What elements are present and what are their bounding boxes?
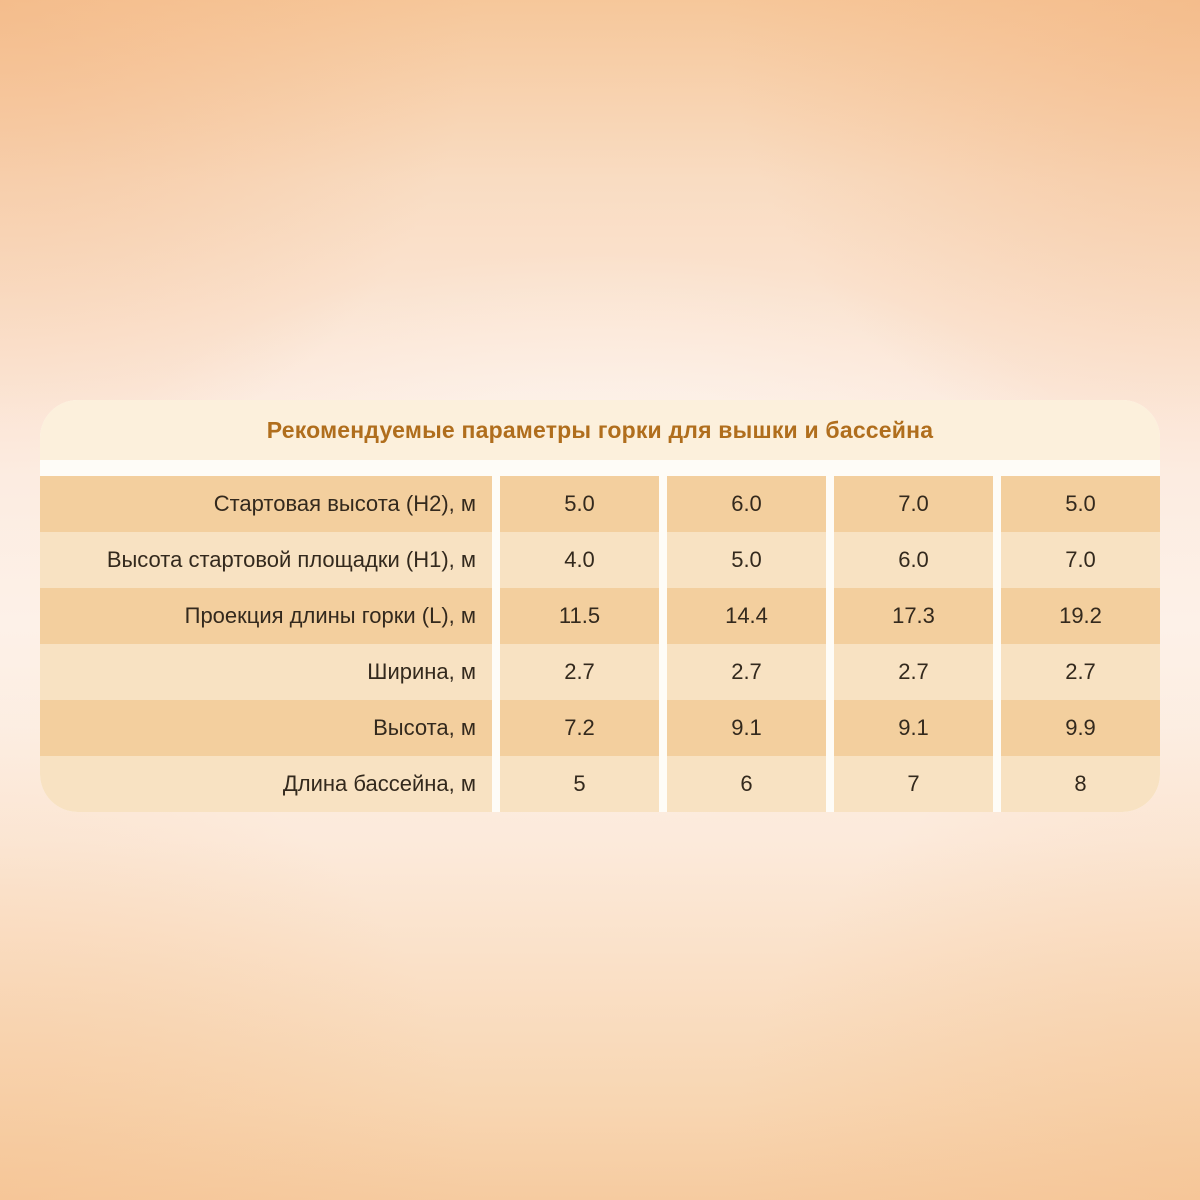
table-row: Стартовая высота (H2), м 5.0 6.0 7.0 5.0 bbox=[40, 476, 1160, 532]
value-cell: 7.2 bbox=[500, 700, 659, 756]
table-row: Ширина, м 2.7 2.7 2.7 2.7 bbox=[40, 644, 1160, 700]
value-cell: 6.0 bbox=[667, 476, 826, 532]
table-row: Высота, м 7.2 9.1 9.1 9.9 bbox=[40, 700, 1160, 756]
value-cell: 2.7 bbox=[834, 644, 993, 700]
table-title: Рекомендуемые параметры горки для вышки … bbox=[40, 400, 1160, 460]
row-label: Длина бассейна, м bbox=[40, 756, 492, 812]
row-label: Проекция длины горки (L), м bbox=[40, 588, 492, 644]
value-cell: 11.5 bbox=[500, 588, 659, 644]
row-label: Высота стартовой площадки (H1), м bbox=[40, 532, 492, 588]
row-label: Стартовая высота (H2), м bbox=[40, 476, 492, 532]
value-cell: 8 bbox=[1001, 756, 1160, 812]
parameters-card: Рекомендуемые параметры горки для вышки … bbox=[40, 400, 1160, 812]
row-label: Высота, м bbox=[40, 700, 492, 756]
table-row: Высота стартовой площадки (H1), м 4.0 5.0 6… bbox=[40, 532, 1160, 588]
value-cell: 5.0 bbox=[500, 476, 659, 532]
parameters-table: Стартовая высота (H2), м 5.0 6.0 7.0 5.0 Высо… bbox=[40, 476, 1160, 812]
value-cell: 2.7 bbox=[667, 644, 826, 700]
row-label: Ширина, м bbox=[40, 644, 492, 700]
value-cell: 19.2 bbox=[1001, 588, 1160, 644]
value-cell: 6.0 bbox=[834, 532, 993, 588]
value-cell: 5 bbox=[500, 756, 659, 812]
value-cell: 5.0 bbox=[667, 532, 826, 588]
value-cell: 7 bbox=[834, 756, 993, 812]
value-cell: 9.9 bbox=[1001, 700, 1160, 756]
value-cell: 7.0 bbox=[1001, 532, 1160, 588]
title-divider bbox=[40, 460, 1160, 476]
value-cell: 4.0 bbox=[500, 532, 659, 588]
value-cell: 7.0 bbox=[834, 476, 993, 532]
value-cell: 14.4 bbox=[667, 588, 826, 644]
value-cell: 9.1 bbox=[667, 700, 826, 756]
value-cell: 6 bbox=[667, 756, 826, 812]
table-row: Проекция длины горки (L), м 11.5 14.4 17.3 1… bbox=[40, 588, 1160, 644]
value-cell: 17.3 bbox=[834, 588, 993, 644]
value-cell: 2.7 bbox=[500, 644, 659, 700]
value-cell: 5.0 bbox=[1001, 476, 1160, 532]
value-cell: 9.1 bbox=[834, 700, 993, 756]
value-cell: 2.7 bbox=[1001, 644, 1160, 700]
